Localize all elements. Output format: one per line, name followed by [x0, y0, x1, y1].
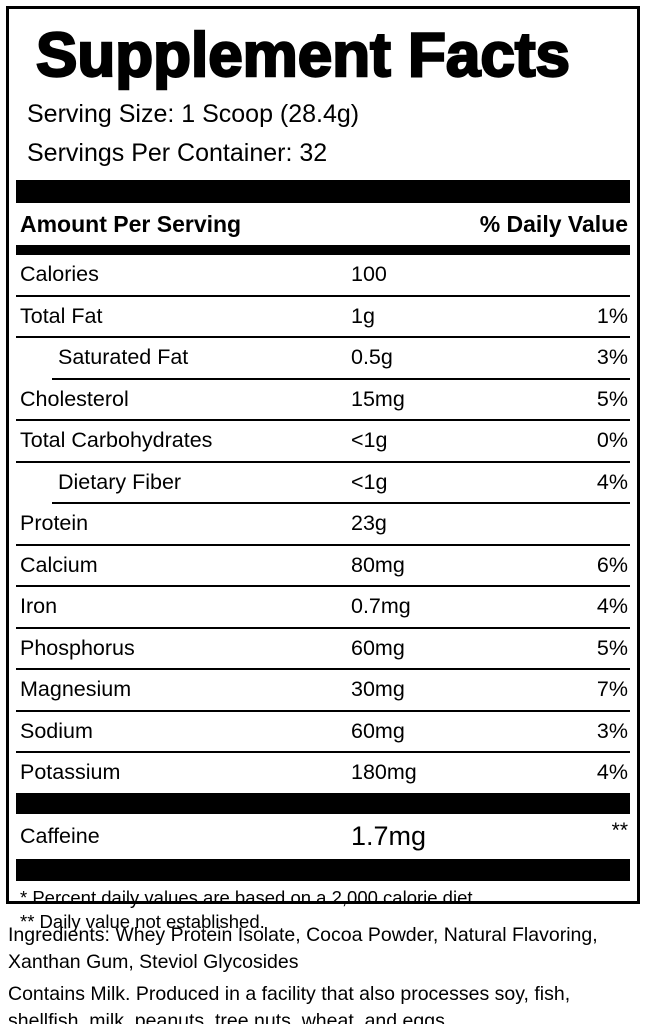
nutrient-name: Iron — [20, 594, 58, 619]
footnote-percent-daily-values: * Percent daily values are based on a 2,… — [20, 886, 478, 908]
nutrient-daily-value: ** — [611, 818, 628, 842]
nutrient-daily-value: 4% — [596, 594, 628, 619]
nutrient-name: Calcium — [20, 552, 98, 577]
nutrient-daily-value: 0% — [596, 428, 628, 453]
serving-size-text: Serving Size: 1 Scoop (28.4g) — [27, 100, 360, 128]
row-separator — [16, 336, 630, 338]
row-separator — [16, 294, 630, 297]
divider-bar-caffeine-bottom — [16, 858, 630, 881]
nutrient-name: Calories — [20, 262, 99, 287]
divider-bar-header — [16, 245, 630, 255]
row-separator — [16, 419, 630, 421]
nutrient-name: Magnesium — [20, 677, 132, 702]
nutrient-amount: 100 — [351, 262, 387, 287]
servings-per-container-text: Servings Per Container: 32 — [27, 139, 328, 167]
nutrient-amount: 0.7mg — [351, 594, 411, 619]
row-separator — [16, 751, 630, 753]
nutrient-daily-value: 4% — [596, 760, 628, 785]
column-header-row: Amount Per Serving % Daily Value — [16, 203, 630, 245]
nutrient-daily-value: 5% — [596, 386, 628, 411]
nutrient-amount: 60mg — [351, 718, 405, 743]
divider-bar-caffeine-top — [16, 792, 630, 814]
nutrient-name: Potassium — [20, 760, 121, 785]
row-separator-indented — [52, 502, 630, 504]
nutrient-name: Cholesterol — [20, 386, 129, 411]
nutrient-name: Protein — [20, 511, 89, 536]
nutrient-daily-value: 1% — [596, 303, 628, 328]
divider-bar-top — [16, 180, 630, 203]
nutrient-name: Total Carbohydrates — [20, 428, 213, 453]
nutrient-row-iron: Iron 0.7mg 4% — [16, 587, 630, 627]
row-separator — [16, 543, 630, 546]
nutrient-amount: 60mg — [351, 635, 405, 660]
nutrient-amount: <1g — [351, 428, 388, 453]
nutrient-daily-value: 3% — [596, 345, 628, 370]
row-separator-indented — [52, 377, 630, 380]
row-separator — [16, 709, 630, 712]
nutrient-amount: 30mg — [351, 677, 405, 702]
nutrient-row-protein: Protein 23g — [16, 504, 630, 544]
daily-value-header: % Daily Value — [479, 210, 628, 237]
nutrient-row-caffeine: Caffeine 1.7mg ** — [16, 814, 630, 859]
nutrient-name: Total Fat — [20, 303, 103, 328]
nutrient-row-sodium: Sodium 60mg 3% — [16, 712, 630, 752]
nutrient-amount: 180mg — [351, 760, 417, 785]
row-separator — [16, 626, 630, 629]
panel-title: Supplement Facts — [35, 21, 571, 90]
footnote-daily-value-not-established: ** Daily value not established. — [20, 910, 265, 932]
nutrient-row-total-fat: Total Fat 1g 1% — [16, 297, 630, 337]
nutrient-row-calories: Calories 100 — [16, 255, 630, 295]
allergen-statement-text: Contains Milk. Produced in a facility th… — [8, 983, 571, 1024]
nutrient-row-phosphorus: Phosphorus 60mg 5% — [16, 629, 630, 669]
nutrient-name: Caffeine — [20, 823, 100, 848]
nutrient-daily-value: 3% — [596, 718, 628, 743]
supplement-facts-panel: Supplement Facts Serving Size: 1 Scoop (… — [6, 6, 640, 932]
nutrient-row-total-carbohydrates: Total Carbohydrates <1g 0% — [16, 421, 630, 461]
nutrient-row-calcium: Calcium 80mg 6% — [16, 546, 630, 586]
nutrient-amount: 80mg — [351, 552, 405, 577]
ingredients-text: Ingredients: Whey Protein Isolate, Cocoa… — [8, 924, 598, 974]
nutrient-row-cholesterol: Cholesterol 15mg 5% — [16, 380, 630, 420]
nutrient-amount: 1g — [351, 303, 375, 328]
nutrient-amount: <1g — [351, 469, 388, 494]
nutrient-row-dietary-fiber: Dietary Fiber <1g 4% — [16, 463, 630, 503]
row-separator — [16, 460, 630, 463]
nutrient-name: Sodium — [20, 718, 93, 743]
nutrient-amount: 0.5g — [351, 345, 393, 370]
nutrient-amount: 15mg — [351, 386, 405, 411]
nutrient-daily-value: 4% — [596, 469, 628, 494]
footnotes: * Percent daily values are based on a 2,… — [16, 886, 630, 935]
amount-per-serving-header: Amount Per Serving — [20, 210, 242, 237]
nutrient-name: Dietary Fiber — [58, 469, 182, 494]
nutrient-row-saturated-fat: Saturated Fat 0.5g 3% — [16, 338, 630, 378]
nutrient-daily-value: 6% — [596, 552, 628, 577]
nutrient-row-magnesium: Magnesium 30mg 7% — [16, 670, 630, 710]
nutrient-name: Phosphorus — [20, 635, 135, 660]
nutrient-daily-value: 5% — [596, 635, 628, 660]
nutrient-daily-value: 7% — [596, 677, 628, 702]
nutrient-name: Saturated Fat — [58, 345, 189, 370]
row-separator — [16, 668, 630, 670]
nutrient-amount: 23g — [351, 511, 387, 536]
nutrient-amount: 1.7mg — [351, 820, 427, 851]
nutrient-row-potassium: Potassium 180mg 4% — [16, 753, 630, 793]
row-separator — [16, 585, 630, 587]
